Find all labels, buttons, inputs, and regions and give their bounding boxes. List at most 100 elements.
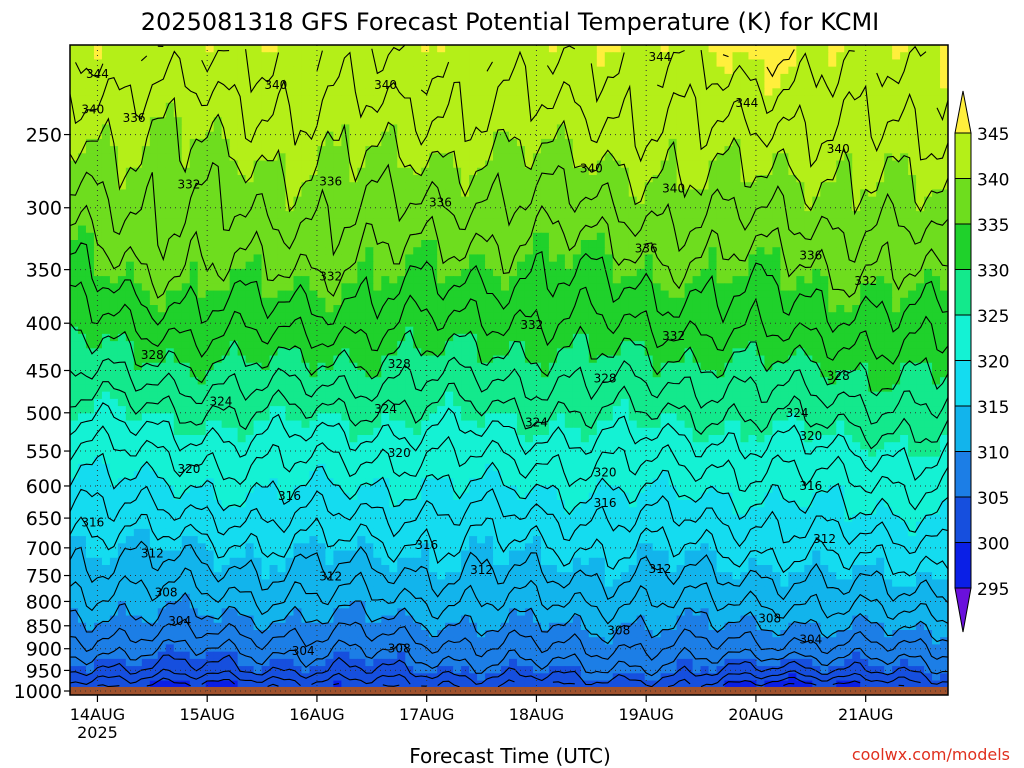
field-cell bbox=[564, 355, 574, 364]
field-cell bbox=[588, 333, 598, 342]
field-cell bbox=[485, 73, 494, 82]
field-cell bbox=[389, 355, 398, 364]
field-cell bbox=[852, 225, 861, 234]
field-cell bbox=[732, 326, 742, 335]
field-cell bbox=[85, 175, 95, 183]
field-cell bbox=[532, 247, 542, 256]
field-cell bbox=[540, 211, 550, 219]
field-cell bbox=[940, 341, 948, 349]
field-cell bbox=[317, 305, 327, 313]
field-cell bbox=[748, 88, 758, 97]
field-cell bbox=[397, 138, 406, 147]
field-cell bbox=[117, 283, 127, 292]
field-cell bbox=[421, 66, 430, 75]
field-cell bbox=[540, 261, 550, 270]
field-cell bbox=[580, 211, 590, 219]
field-cell bbox=[580, 362, 590, 371]
field-cell bbox=[836, 276, 845, 284]
field-cell bbox=[644, 45, 654, 53]
field-cell bbox=[820, 247, 829, 256]
field-cell bbox=[461, 305, 470, 313]
field-cell bbox=[109, 203, 119, 212]
field-cell bbox=[900, 355, 909, 364]
field-cell bbox=[580, 333, 590, 342]
field-cell bbox=[892, 247, 901, 256]
field-cell bbox=[173, 124, 183, 133]
field-cell bbox=[612, 283, 622, 292]
field-cell bbox=[309, 326, 319, 335]
field-cell bbox=[165, 240, 175, 248]
field-cell bbox=[509, 88, 518, 97]
field-cell bbox=[213, 276, 223, 284]
field-cell bbox=[788, 153, 797, 162]
field-cell bbox=[237, 232, 247, 241]
field-cell bbox=[556, 232, 566, 241]
field-cell bbox=[908, 232, 917, 241]
field-cell bbox=[796, 333, 805, 342]
field-cell bbox=[844, 175, 853, 183]
field-cell bbox=[253, 160, 263, 169]
field-cell bbox=[493, 160, 502, 169]
field-cell bbox=[141, 218, 151, 227]
field-cell bbox=[253, 290, 263, 299]
field-cell bbox=[405, 247, 414, 256]
field-cell bbox=[70, 247, 79, 256]
field-cell bbox=[173, 117, 183, 126]
field-cell bbox=[868, 362, 877, 371]
field-cell bbox=[836, 66, 845, 75]
field-cell bbox=[532, 124, 542, 133]
field-cell bbox=[277, 312, 287, 321]
field-cell bbox=[93, 110, 103, 118]
field-cell bbox=[149, 348, 159, 357]
field-cell bbox=[109, 102, 119, 111]
field-cell bbox=[389, 138, 398, 147]
field-cell bbox=[876, 167, 885, 176]
field-cell bbox=[109, 290, 119, 299]
field-cell bbox=[572, 124, 582, 133]
field-cell bbox=[700, 189, 710, 198]
field-cell bbox=[916, 211, 925, 219]
field-cell bbox=[748, 131, 758, 140]
field-cell bbox=[532, 146, 542, 154]
field-cell bbox=[125, 167, 135, 176]
field-cell bbox=[620, 73, 630, 82]
field-cell bbox=[636, 326, 646, 335]
field-cell bbox=[349, 203, 358, 212]
field-cell bbox=[421, 189, 430, 198]
field-cell bbox=[732, 196, 742, 205]
field-cell bbox=[365, 232, 374, 241]
field-cell bbox=[828, 211, 837, 219]
field-cell bbox=[397, 131, 406, 140]
field-cell bbox=[812, 81, 821, 89]
field-cell bbox=[932, 312, 941, 321]
field-cell bbox=[197, 232, 207, 241]
field-cell bbox=[101, 211, 111, 219]
field-cell bbox=[828, 66, 837, 75]
field-cell bbox=[908, 160, 917, 169]
field-cell bbox=[724, 203, 734, 212]
field-cell bbox=[445, 146, 454, 154]
field-cell bbox=[117, 348, 127, 357]
field-cell bbox=[556, 81, 566, 89]
field-cell bbox=[413, 59, 422, 68]
field-cell bbox=[461, 261, 470, 270]
field-cell bbox=[357, 88, 366, 97]
field-cell bbox=[277, 196, 287, 205]
field-cell bbox=[165, 254, 175, 263]
field-cell bbox=[684, 182, 694, 191]
field-cell bbox=[453, 247, 462, 256]
field-cell bbox=[740, 203, 750, 212]
field-cell bbox=[524, 254, 534, 263]
field-cell bbox=[700, 355, 710, 364]
field-cell bbox=[485, 341, 494, 349]
field-cell bbox=[165, 110, 175, 118]
field-cell bbox=[580, 124, 590, 133]
field-cell bbox=[213, 232, 223, 241]
field-cell bbox=[117, 59, 127, 68]
field-cell bbox=[93, 117, 103, 126]
field-cell bbox=[660, 283, 670, 292]
field-cell bbox=[796, 81, 805, 89]
field-cell bbox=[556, 297, 566, 306]
field-cell bbox=[556, 196, 566, 205]
field-cell bbox=[165, 175, 175, 183]
